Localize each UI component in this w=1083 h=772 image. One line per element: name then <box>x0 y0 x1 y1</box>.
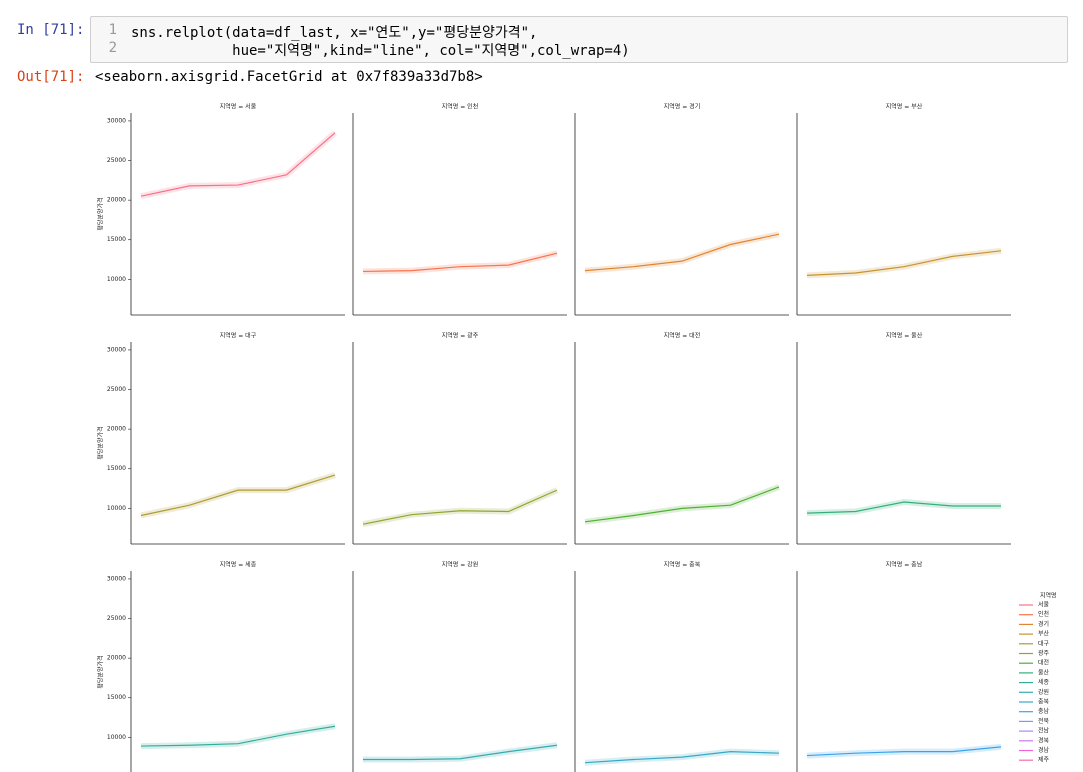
series-line <box>362 252 558 273</box>
y-tick-label: 20000 <box>107 197 126 204</box>
legend-label: 경남 <box>1038 746 1050 754</box>
facet-title: 지역명 = 강원 <box>442 561 478 569</box>
y-tick-label: 30000 <box>107 346 126 353</box>
y-tick-label: 25000 <box>107 615 126 622</box>
code-line: hue="지역명",kind="line", col="지역명",col_wra… <box>131 43 630 59</box>
y-tick-label: 20000 <box>107 426 126 433</box>
y-tick-label: 30000 <box>107 575 126 582</box>
legend-label: 세종 <box>1038 678 1050 686</box>
legend-label: 울산 <box>1038 668 1050 676</box>
legend-label: 경북 <box>1038 737 1050 744</box>
y-tick-label: 15000 <box>107 465 126 472</box>
y-tick-label: 15000 <box>107 694 126 701</box>
ci-band <box>362 250 558 275</box>
legend-label: 서울 <box>1038 601 1050 609</box>
ci-band <box>584 484 781 525</box>
legend-label: 대구 <box>1038 639 1050 647</box>
output-text: <seaborn.axisgrid.FacetGrid at 0x7f839a3… <box>95 69 483 85</box>
legend-label: 부산 <box>1038 630 1050 638</box>
legend-label: 전남 <box>1038 727 1050 735</box>
series-line <box>584 751 780 764</box>
legend-label: 제주 <box>1038 756 1050 764</box>
y-tick-label: 25000 <box>107 386 126 393</box>
facet-title: 지역명 = 세종 <box>220 561 257 569</box>
series-line <box>140 132 336 197</box>
y-tick-label: 10000 <box>107 505 126 512</box>
series-line <box>584 233 780 272</box>
ci-band <box>806 499 1001 517</box>
code-cell[interactable]: 1 2 sns.relplot(data=df_last, x="연도",y="… <box>90 16 1068 63</box>
legend-title: 지역명 <box>1040 592 1057 600</box>
y-tick-label: 10000 <box>107 276 126 283</box>
facet-title: 지역명 = 충북 <box>664 561 701 569</box>
legend-label: 대전 <box>1038 659 1049 667</box>
series-line <box>140 725 336 747</box>
facet-title: 지역명 = 인천 <box>442 103 478 111</box>
y-axis-label: 평당분양가격 <box>97 655 105 688</box>
facet-title: 지역명 = 부산 <box>886 103 923 111</box>
y-axis-label: 평당분양가격 <box>97 426 105 459</box>
series-line <box>584 486 780 523</box>
legend-label: 강원 <box>1038 688 1049 696</box>
line-number: 2 <box>108 40 117 56</box>
facet-title: 지역명 = 울산 <box>886 332 923 340</box>
y-tick-label: 30000 <box>107 117 126 124</box>
y-tick-label: 10000 <box>107 734 126 741</box>
series-line <box>140 474 336 517</box>
series-line <box>806 746 1002 757</box>
facet-title: 지역명 = 광주 <box>442 332 479 340</box>
facet-title: 지역명 = 서울 <box>220 103 257 111</box>
ci-band <box>584 231 780 274</box>
ci-band <box>140 130 337 200</box>
y-tick-label: 20000 <box>107 655 126 662</box>
legend-label: 인천 <box>1038 610 1049 618</box>
y-axis-label: 평당분양가격 <box>97 197 105 230</box>
series-line <box>362 489 558 525</box>
ci-band <box>363 742 558 763</box>
legend-label: 광주 <box>1038 650 1050 657</box>
series-line <box>806 501 1001 514</box>
input-prompt: In [71]: <box>17 22 85 38</box>
facet-title: 지역명 = 대구 <box>220 332 257 340</box>
facet-title: 지역명 = 충남 <box>886 561 923 569</box>
series-line <box>363 744 558 761</box>
code-line: sns.relplot(data=df_last, x="연도",y="평당분양… <box>131 25 538 41</box>
y-tick-label: 15000 <box>107 236 126 243</box>
series-line <box>806 250 1002 276</box>
legend-label: 충남 <box>1038 707 1050 715</box>
facet-title: 지역명 = 경기 <box>664 103 700 111</box>
legend-label: 충북 <box>1038 698 1050 706</box>
legend-label: 전북 <box>1038 717 1050 725</box>
output-prompt: Out[71]: <box>17 69 85 85</box>
legend-label: 경기 <box>1038 620 1049 628</box>
facet-title: 지역명 = 대전 <box>664 332 700 340</box>
line-number: 1 <box>108 22 117 38</box>
y-tick-label: 25000 <box>107 157 126 164</box>
